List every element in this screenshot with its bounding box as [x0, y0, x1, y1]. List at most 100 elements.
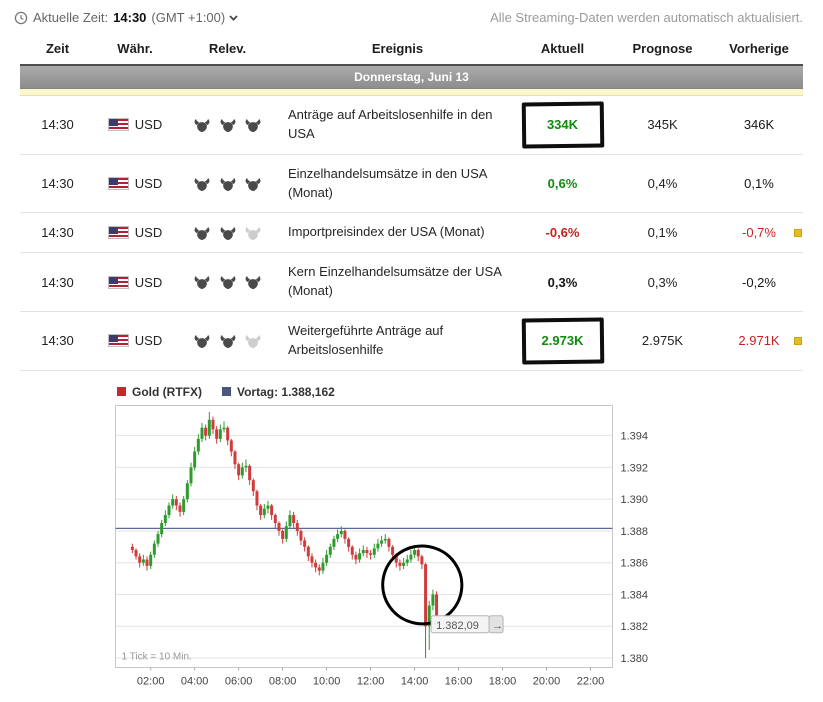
us-flag-icon	[107, 275, 129, 289]
relevance-indicator	[175, 154, 280, 214]
relevance-bull-icon	[245, 177, 261, 191]
economic-calendar-table: Zeit Währ. Relev. Ereignis Aktuell Progn…	[20, 33, 803, 371]
relevance-bull-icon	[194, 334, 210, 348]
event-time: 14:30	[41, 117, 74, 133]
relevance-bull-icon	[220, 276, 235, 290]
relevance-bull-icon	[245, 276, 261, 290]
price-tooltip: 1.382,09 →	[430, 614, 504, 633]
event-name[interactable]: Anträge auf Arbeitslosenhilfe in den USA	[288, 107, 493, 141]
forecast-value: 0,4%	[647, 176, 678, 192]
day-header-row: Donnerstag, Juni 13	[20, 65, 803, 89]
event-name[interactable]: Kern Einzelhandelsumsätze der USA (Monat…	[288, 264, 502, 299]
forecast-value: 345K	[647, 117, 678, 133]
gold-chart-section: Gold (RTFX) Vortag: 1.388,162 1.394 1.392…	[115, 385, 715, 702]
event-time: 14:30	[41, 176, 74, 192]
event-name[interactable]: Weitergeführte Anträge auf Arbeitslosenh…	[288, 322, 444, 357]
us-flag-icon	[107, 118, 129, 132]
relevance-bull-icon	[220, 118, 235, 133]
candlestick-chart[interactable]: 1.394 1.392 1.390 1.388 1.386 1.384 1.382 1.380…	[115, 404, 675, 697]
currency-label: USD	[134, 176, 163, 192]
svg-text:18:00: 18:00	[489, 675, 517, 687]
forecast-value: 2.975K	[641, 333, 684, 349]
day-header: Donnerstag, Juni 13	[20, 65, 803, 89]
svg-text:22:00: 22:00	[577, 675, 605, 687]
svg-text:04:00: 04:00	[181, 675, 209, 687]
timezone-label: (GMT +1:00)	[151, 10, 226, 25]
relevance-bull-icon	[220, 177, 235, 191]
relevance-indicator	[175, 252, 280, 312]
column-header-ereignis: Ereignis	[280, 33, 515, 66]
svg-text:1.382,09: 1.382,09	[436, 619, 479, 631]
forecast-value: 0,1%	[647, 225, 678, 241]
us-flag-icon	[107, 334, 129, 348]
column-header-prognose: Prognose	[610, 33, 715, 66]
actual-value: 2.973K	[541, 333, 584, 349]
relevance-bull-icon	[194, 118, 210, 133]
legend-swatch-prev-close	[221, 387, 231, 397]
legend-label-gold: Gold (RTFX)	[132, 384, 202, 399]
legend-item-gold: Gold (RTFX)	[117, 385, 202, 399]
svg-text:08:00: 08:00	[269, 675, 297, 687]
event-name[interactable]: Importpreisindex der USA (Monat)	[288, 224, 485, 240]
y-axis-label: 1.386	[621, 557, 649, 569]
annotation-ellipse	[381, 544, 464, 625]
candles	[130, 411, 439, 658]
column-header-zeit: Zeit	[20, 33, 95, 66]
actual-value: 0,6%	[547, 176, 578, 192]
y-axis-label: 1.390	[621, 494, 649, 506]
relevance-bull-icon	[245, 226, 261, 240]
relevance-indicator	[175, 95, 280, 155]
calendar-row[interactable]: 14:30 USD Anträge auf Arbeitslosenhilfe …	[20, 95, 803, 155]
column-header-relev: Relev.	[175, 33, 280, 66]
clock-icon	[14, 11, 28, 24]
chart-legend: Gold (RTFX) Vortag: 1.388,162	[117, 385, 715, 399]
revised-data-marker	[794, 228, 802, 237]
previous-value: 2.971K	[738, 333, 780, 349]
column-header-aktuell: Aktuell	[515, 33, 610, 66]
event-name[interactable]: Einzelhandelsumsätze in den USA (Monat)	[288, 165, 487, 200]
calendar-row[interactable]: 14:30 USD Weitergeführte Anträge auf Arb…	[20, 311, 803, 371]
svg-text:20:00: 20:00	[533, 675, 561, 687]
us-flag-icon	[107, 177, 129, 191]
x-axis-labels: 02:00 04:00 06:00 08:00 10:00 12:00 14:00 16:00…	[137, 667, 604, 687]
previous-value: 346K	[743, 117, 775, 133]
relevance-bull-icon	[194, 226, 210, 240]
currency-label: USD	[134, 225, 163, 241]
grid-lines	[115, 434, 613, 659]
previous-value: 0,1%	[744, 176, 774, 192]
calendar-header-row: Zeit Währ. Relev. Ereignis Aktuell Progn…	[20, 33, 803, 66]
y-axis-label: 1.394	[621, 430, 649, 442]
svg-text:10:00: 10:00	[313, 675, 341, 687]
svg-text:→: →	[492, 619, 503, 631]
relevance-bull-icon	[245, 334, 261, 348]
y-axis-label: 1.382	[621, 621, 649, 633]
relevance-indicator	[175, 212, 280, 254]
relevance-bull-icon	[245, 118, 261, 133]
forecast-value: 0,3%	[647, 274, 678, 290]
streaming-note: Alle Streaming-Daten werden automatisch …	[490, 10, 803, 25]
calendar-row[interactable]: 14:30 USD Kern Einzelhandelsumsätze der …	[20, 252, 803, 312]
plot-border	[115, 404, 613, 668]
us-flag-icon	[107, 226, 129, 240]
chevron-down-icon	[229, 14, 238, 21]
previous-value: -0,2%	[742, 274, 776, 290]
currency-label: USD	[134, 274, 163, 290]
y-axis-label: 1.380	[621, 653, 649, 665]
timezone-dropdown[interactable]: (GMT +1:00)	[151, 10, 238, 25]
y-axis-label: 1.384	[621, 589, 649, 601]
svg-text:12:00: 12:00	[357, 675, 385, 687]
legend-item-prev-close: Vortag: 1.388,162	[221, 385, 335, 399]
y-axis-label: 1.388	[621, 526, 649, 538]
actual-value: -0,6%	[545, 225, 580, 241]
currency-label: USD	[134, 117, 163, 133]
calendar-row[interactable]: 14:30 USD Importpreisindex der USA (Mona…	[20, 212, 803, 254]
y-axis-label: 1.392	[621, 462, 649, 474]
relevance-bull-icon	[194, 276, 210, 290]
calendar-row[interactable]: 14:30 USD Einzelhandelsumsätze in den US…	[20, 154, 803, 214]
current-time-marker-row	[20, 88, 803, 96]
revised-data-marker	[794, 336, 802, 345]
event-time: 14:30	[41, 333, 74, 349]
current-time-value: 14:30	[113, 10, 147, 25]
current-time-label: Aktuelle Zeit:	[33, 10, 109, 25]
